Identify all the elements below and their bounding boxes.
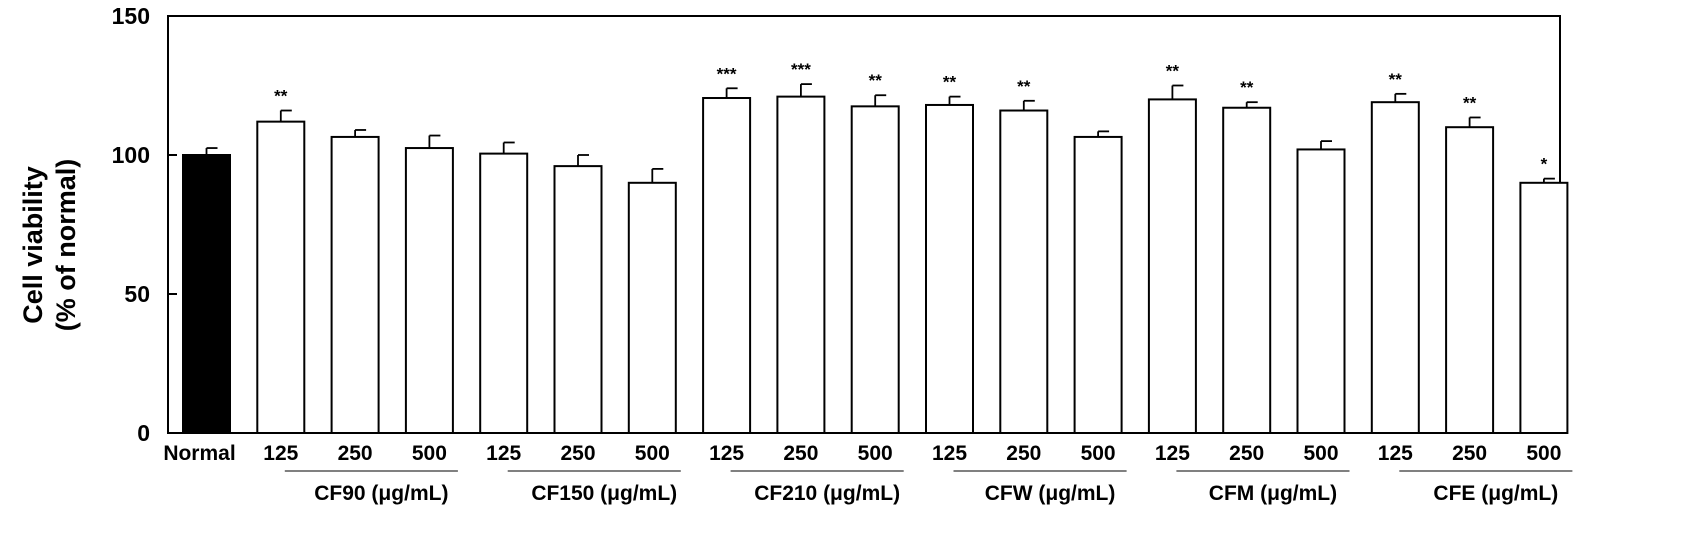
bar — [182, 154, 231, 434]
x-tick-label: Normal — [163, 442, 235, 465]
significance-mark: ** — [274, 87, 288, 106]
significance-mark: ** — [1389, 70, 1403, 89]
significance-mark: ** — [1017, 77, 1031, 96]
x-tick-label: 125 — [709, 442, 744, 465]
bar — [1519, 181, 1569, 434]
group-label: CFM (μg/mL) — [1209, 482, 1337, 505]
bar — [627, 181, 677, 434]
x-tick-label: 250 — [1229, 442, 1264, 465]
bar — [776, 95, 826, 435]
bars-layer: ***** ***** ** ****** ***** — [182, 60, 1569, 435]
bar — [479, 152, 529, 435]
significance-mark: *** — [717, 64, 737, 83]
bar — [702, 97, 752, 434]
x-tick-label: 500 — [1081, 442, 1116, 465]
significance-mark: ** — [1166, 62, 1180, 81]
bar — [925, 103, 974, 435]
x-tick-label: 125 — [1378, 442, 1413, 465]
y-tick-label: 150 — [112, 3, 150, 29]
significance-mark: ** — [943, 73, 957, 92]
x-axis: Normal 125 250 500 125 250 500 125 250 500 125 250 5… — [163, 442, 1561, 465]
y-axis-title-line-1: Cell viability — [18, 166, 48, 324]
bar — [1296, 148, 1346, 434]
x-tick-label: 250 — [1452, 442, 1487, 465]
y-axis: 0 50 100 150 — [112, 3, 177, 446]
x-tick-label: 500 — [635, 442, 670, 465]
y-tick-label: 100 — [112, 142, 150, 168]
group-label: CFW (μg/mL) — [985, 482, 1116, 505]
bar — [330, 135, 380, 434]
x-tick-label: 125 — [1155, 442, 1190, 465]
x-tick-label: 500 — [412, 442, 447, 465]
x-tick-label: 250 — [560, 442, 595, 465]
significance-mark: ** — [1463, 93, 1477, 112]
x-tick-label: 500 — [1303, 442, 1338, 465]
significance-mark: ** — [869, 71, 883, 90]
bar — [1445, 126, 1495, 434]
group-label: CF90 (μg/mL) — [314, 482, 448, 505]
group-label: CFE (μg/mL) — [1433, 482, 1558, 505]
x-tick-label: 125 — [263, 442, 298, 465]
x-tick-label: 125 — [932, 442, 967, 465]
group-label: CF210 (μg/mL) — [754, 482, 900, 505]
significance-mark: * — [1541, 155, 1548, 174]
x-tick-label: 250 — [338, 442, 373, 465]
bar — [256, 120, 306, 434]
bar — [999, 109, 1049, 435]
significance-mark: ** — [1240, 78, 1254, 97]
x-tick-label: 500 — [1526, 442, 1561, 465]
y-axis-title-line-2: (% of normal) — [51, 159, 81, 332]
y-tick-label: 0 — [137, 420, 150, 446]
bar — [404, 147, 454, 435]
bar — [553, 165, 603, 434]
bar — [1370, 101, 1420, 435]
group-label: CF150 (μg/mL) — [531, 482, 677, 505]
bar — [1222, 106, 1272, 435]
significance-mark: *** — [791, 60, 811, 79]
bar — [850, 105, 900, 434]
x-tick-label: 250 — [1006, 442, 1041, 465]
bar — [1147, 98, 1197, 435]
group-labels: CF90 (μg/mL) CF150 (μg/mL) CF210 (μg/mL) CF… — [284, 470, 1573, 505]
x-tick-label: 250 — [783, 442, 818, 465]
x-tick-label: 125 — [486, 442, 521, 465]
x-tick-label: 500 — [858, 442, 893, 465]
y-tick-label: 50 — [124, 281, 150, 307]
bar — [1073, 135, 1123, 434]
